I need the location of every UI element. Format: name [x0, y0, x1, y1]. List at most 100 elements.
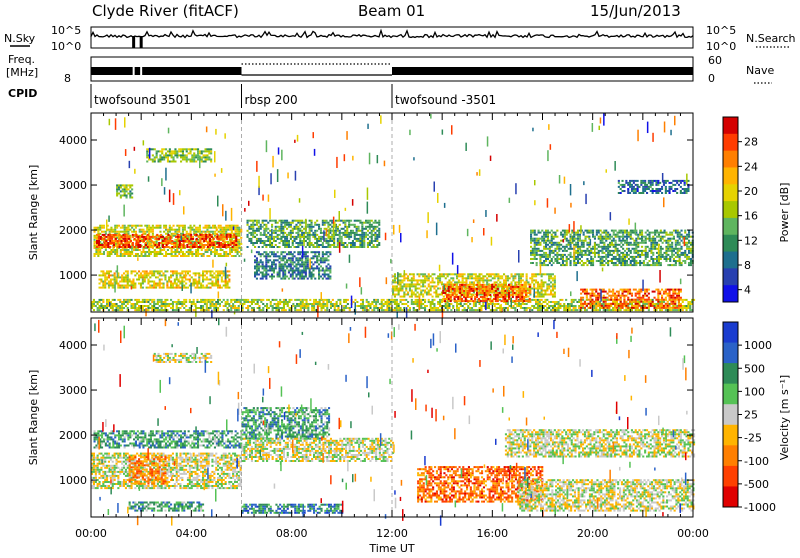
cell: [559, 299, 561, 301]
cell: [526, 277, 528, 279]
cell: [452, 273, 454, 275]
cell: [282, 230, 284, 232]
cell: [320, 270, 322, 272]
cell: [435, 294, 437, 296]
cell: [359, 246, 361, 248]
cell: [329, 267, 331, 269]
cell: [359, 236, 361, 238]
cell: [493, 290, 495, 292]
cell: [326, 246, 328, 248]
cell: [659, 309, 661, 311]
cell: [152, 233, 154, 235]
cell: [467, 294, 469, 296]
cell: [174, 301, 176, 303]
cell: [218, 231, 220, 233]
cell: [252, 244, 254, 246]
cell: [203, 154, 205, 156]
cell: [214, 253, 216, 255]
cell: [262, 220, 264, 222]
cell: [401, 285, 403, 287]
cell: [331, 238, 333, 240]
cell: [314, 251, 316, 253]
cell: [153, 305, 155, 307]
cell: [392, 285, 394, 287]
cell: [186, 154, 188, 156]
cell: [225, 301, 227, 303]
cell: [204, 301, 206, 303]
cell: [348, 226, 350, 228]
cell: [263, 274, 265, 276]
cell: [197, 229, 199, 231]
cell: [682, 305, 684, 307]
cell: [365, 222, 367, 224]
cell: [432, 307, 434, 309]
cell: [229, 229, 231, 231]
cell: [297, 263, 299, 265]
cell: [129, 186, 131, 188]
cell: [100, 307, 102, 309]
cell: [167, 161, 169, 163]
cell: [183, 281, 185, 283]
cell: [137, 242, 139, 244]
cell: [131, 299, 133, 301]
cell: [197, 148, 199, 150]
cell: [129, 279, 131, 281]
cell: [179, 287, 181, 289]
cell: [265, 244, 267, 246]
cell: [618, 303, 620, 305]
cell: [99, 229, 101, 231]
cell: [176, 276, 178, 278]
cell: [102, 234, 104, 236]
cell: [354, 220, 356, 222]
cell: [316, 234, 318, 236]
cell: [168, 234, 170, 236]
cell: [140, 287, 142, 289]
cell: [502, 286, 504, 288]
cell: [439, 294, 441, 296]
cell: [94, 245, 96, 247]
cell: [115, 234, 117, 236]
cell: [299, 253, 301, 255]
cell: [365, 232, 367, 234]
cell: [194, 234, 196, 236]
cell: [258, 228, 260, 230]
cell: [324, 222, 326, 224]
cell: [279, 246, 281, 248]
cell: [254, 259, 256, 261]
cell: [358, 228, 360, 230]
cell: [669, 307, 671, 309]
cell: [193, 161, 195, 163]
cell: [145, 244, 147, 246]
cell: [99, 251, 101, 253]
cell: [356, 220, 358, 222]
cell: [247, 224, 249, 226]
cell: [461, 286, 463, 288]
cell: [519, 290, 521, 292]
cell: [248, 238, 250, 240]
cell: [307, 267, 309, 269]
cell: [297, 253, 299, 255]
cell: [201, 152, 203, 154]
cell: [339, 309, 341, 311]
cell: [256, 272, 258, 274]
cell: [273, 220, 275, 222]
cell: [121, 274, 123, 276]
cell: [521, 292, 523, 294]
cell: [159, 231, 161, 233]
cell: [467, 300, 469, 302]
cell: [217, 274, 219, 276]
cell: [326, 278, 328, 280]
cell: [142, 283, 144, 285]
cell: [224, 244, 226, 246]
cell: [146, 154, 148, 156]
cell: [144, 299, 146, 301]
cell: [205, 159, 207, 161]
cell: [284, 226, 286, 228]
cell: [279, 228, 281, 230]
cell: [104, 276, 106, 278]
cell: [388, 299, 390, 301]
cell: [472, 294, 474, 296]
cell: [176, 283, 178, 285]
cell: [262, 242, 264, 244]
cell: [311, 272, 313, 274]
